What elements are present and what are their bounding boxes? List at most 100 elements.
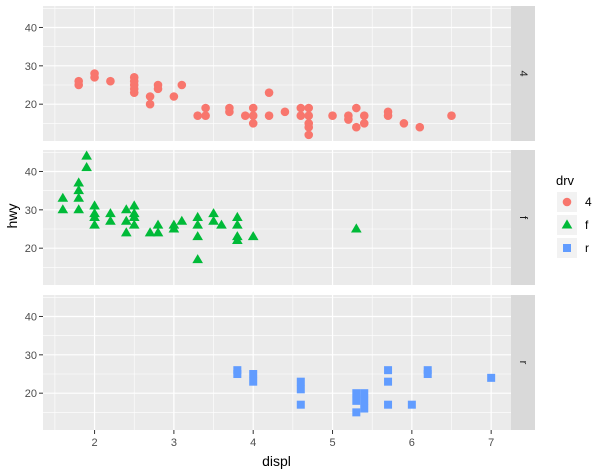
data-point (176, 215, 188, 225)
data-point (351, 223, 362, 233)
data-point (280, 107, 290, 117)
data-point (296, 377, 305, 386)
chart-panels: 20 30 40 4 20 30 40 f 20 30 40 r 2 3 4 5 6 7 (25, 6, 535, 449)
legend-item-4: 4 (557, 192, 592, 212)
legend-title: drv (556, 173, 575, 188)
data-point (192, 211, 203, 221)
data-point (248, 103, 258, 113)
data-point (73, 192, 85, 202)
data-point (168, 223, 180, 233)
data-point (304, 122, 314, 132)
data-point (304, 130, 314, 140)
panel-background (43, 295, 511, 430)
data-point (328, 111, 337, 120)
legend-item-r: r (557, 238, 589, 258)
data-point (192, 231, 203, 241)
data-point (106, 76, 115, 86)
y-axis-title: hwy (4, 204, 20, 229)
legend-key-symbol (562, 197, 572, 207)
data-point (193, 111, 202, 120)
series-f (57, 150, 362, 264)
data-point (153, 84, 163, 94)
x-axis-title: displ (262, 453, 291, 469)
data-point (105, 215, 116, 225)
facet-panel-f: 20 30 40 f (25, 150, 535, 285)
data-point (208, 215, 219, 225)
facet-strip-label: f (517, 216, 529, 220)
y-tick-label: 30 (25, 350, 37, 362)
data-point (264, 88, 274, 97)
data-point (57, 192, 69, 202)
data-point (359, 111, 369, 120)
x-tick-label: 7 (488, 437, 494, 449)
data-point (264, 111, 274, 120)
x-tick-label: 6 (409, 437, 415, 449)
facet-strip-label: 4 (517, 70, 529, 76)
data-point (73, 185, 85, 195)
y-tick-label: 30 (25, 61, 37, 73)
data-point (407, 400, 416, 409)
y-tick-label: 40 (25, 22, 37, 34)
data-point (216, 219, 227, 229)
data-point (73, 204, 85, 214)
panel-background (43, 6, 511, 141)
data-point (74, 80, 83, 90)
y-tick-label: 20 (25, 388, 37, 400)
x-tick-label: 4 (250, 437, 256, 449)
data-point (57, 204, 69, 214)
data-point (120, 204, 132, 214)
data-point (487, 373, 496, 382)
data-point (248, 119, 258, 128)
facet-strip (511, 150, 535, 285)
series-r (233, 366, 496, 417)
x-tick-label: 2 (91, 437, 97, 449)
data-point (225, 107, 234, 117)
panel-background (43, 150, 511, 285)
data-point (201, 111, 210, 120)
facet-strip-label: r (517, 361, 529, 365)
legend-key-symbol (561, 219, 573, 229)
legend-item-f: f (557, 215, 589, 235)
data-point (145, 92, 155, 101)
data-point (208, 208, 219, 218)
data-point (145, 99, 155, 109)
data-point (352, 396, 361, 405)
data-point (296, 400, 305, 409)
facet-panel-r: 20 30 40 r (25, 295, 535, 430)
data-point (383, 111, 393, 120)
legend: drv 4 fr (556, 173, 592, 258)
data-point (144, 227, 156, 237)
data-point (233, 370, 242, 379)
y-tick-label: 20 (25, 243, 37, 255)
data-point (415, 122, 425, 132)
data-point (169, 92, 179, 101)
data-point (129, 88, 139, 97)
data-point (128, 211, 140, 221)
data-point (81, 162, 92, 172)
data-point (384, 400, 393, 409)
data-point (232, 219, 243, 229)
data-point (352, 103, 361, 113)
facet-panel-4: 20 30 40 4 (25, 6, 535, 141)
data-point (192, 219, 203, 229)
data-point (423, 370, 432, 379)
x-tick-label: 5 (329, 437, 335, 449)
data-point (248, 111, 258, 120)
x-tick-label: 3 (171, 437, 177, 449)
facet-strip (511, 295, 535, 430)
data-point (399, 119, 409, 128)
data-point (232, 234, 243, 244)
data-point (296, 385, 305, 394)
data-point (152, 227, 164, 237)
data-point (81, 150, 92, 160)
data-point (120, 215, 132, 225)
data-point (201, 103, 210, 113)
y-tick-label: 40 (25, 311, 37, 323)
legend-label: 4 (585, 195, 592, 209)
data-point (344, 115, 353, 124)
data-point (249, 377, 258, 386)
data-point (352, 408, 361, 417)
data-point (304, 103, 314, 113)
data-point (105, 208, 116, 218)
